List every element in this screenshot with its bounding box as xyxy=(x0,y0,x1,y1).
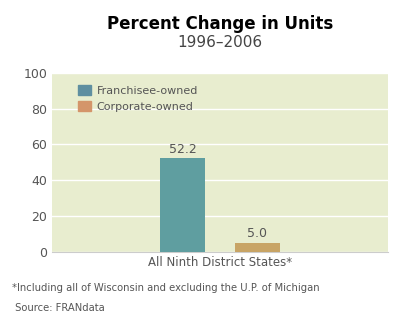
Text: 5.0: 5.0 xyxy=(247,227,267,241)
Bar xyxy=(235,243,280,252)
Text: 52.2: 52.2 xyxy=(169,143,196,156)
Text: *Including all of Wisconsin and excluding the U.P. of Michigan: *Including all of Wisconsin and excludin… xyxy=(12,283,320,293)
Text: Source: FRANdata: Source: FRANdata xyxy=(12,303,105,313)
Bar xyxy=(160,158,205,252)
Legend: Franchisee-owned, Corporate-owned: Franchisee-owned, Corporate-owned xyxy=(74,82,201,115)
Text: 1996–2006: 1996–2006 xyxy=(178,35,262,50)
Text: Percent Change in Units: Percent Change in Units xyxy=(107,15,333,33)
